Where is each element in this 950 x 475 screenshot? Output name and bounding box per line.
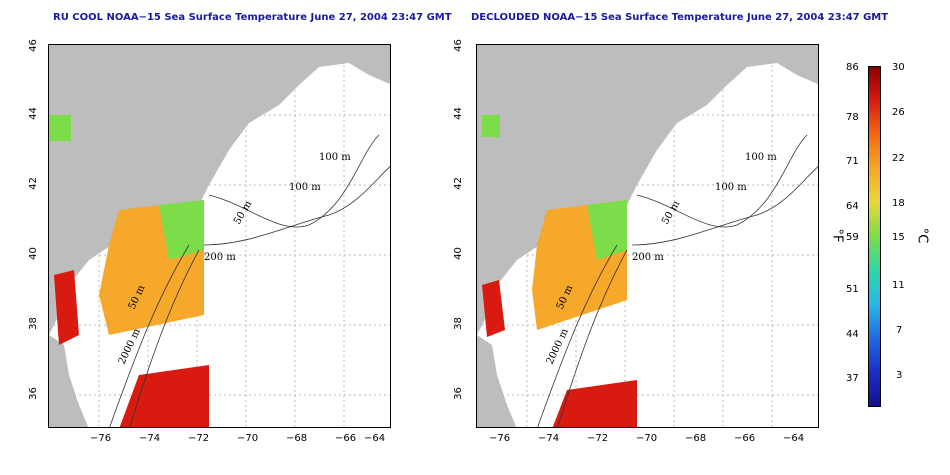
sst-green-patch — [49, 115, 71, 141]
y-tick: 44 — [452, 107, 464, 120]
x-tick: −72 — [188, 433, 210, 444]
y-tick: 42 — [27, 177, 39, 190]
contour-label: 100 m — [289, 182, 321, 193]
celsius-tick: 7 — [896, 325, 903, 336]
celsius-tick: 11 — [892, 280, 905, 291]
y-tick: 40 — [27, 247, 39, 260]
x-tick: −72 — [587, 433, 609, 444]
celsius-tick: 3 — [896, 370, 903, 381]
fahrenheit-tick: 71 — [846, 156, 859, 167]
contour-label: 2000 m — [117, 327, 143, 367]
sst-map-rucool: 100 m 100 m 50 m 200 m 50 m 2000 m — [48, 44, 391, 428]
celsius-tick: 15 — [892, 232, 905, 243]
x-tick: −74 — [139, 433, 161, 444]
celsius-tick: 18 — [892, 198, 905, 209]
x-tick: −66 — [335, 433, 357, 444]
land-mass — [477, 45, 818, 335]
temperature-colorbar — [868, 66, 881, 407]
fahrenheit-tick: 51 — [846, 284, 859, 295]
sst-field-coast — [482, 280, 505, 337]
sst-field-hot — [552, 380, 637, 427]
x-tick: −66 — [734, 433, 756, 444]
y-tick: 36 — [27, 387, 39, 400]
map-canvas-declouded: 100 m 100 m 50 m 200 m 50 m 2000 m — [477, 45, 818, 427]
x-tick: −76 — [489, 433, 511, 444]
sst-field-hot — [119, 365, 209, 427]
x-tick: −76 — [90, 433, 112, 444]
x-tick: −68 — [685, 433, 707, 444]
contour-label: 50 m — [660, 199, 682, 227]
y-tick: 44 — [27, 107, 39, 120]
fahrenheit-unit-label: °F — [829, 228, 845, 243]
y-tick: 42 — [452, 177, 464, 190]
y-tick: 38 — [452, 317, 464, 330]
x-tick: −70 — [636, 433, 658, 444]
x-tick: −68 — [286, 433, 308, 444]
contour-label: 100 m — [745, 152, 777, 163]
contour-label: 200 m — [204, 252, 236, 263]
y-tick: 38 — [27, 317, 39, 330]
celsius-tick: 22 — [892, 153, 905, 164]
map-canvas-rucool: 100 m 100 m 50 m 200 m 50 m 2000 m — [49, 45, 390, 427]
fahrenheit-tick: 44 — [846, 329, 859, 340]
contour-label: 100 m — [715, 182, 747, 193]
y-tick: 46 — [27, 39, 39, 52]
contour-label: 50 m — [232, 199, 254, 227]
land-mass-south — [477, 335, 517, 427]
panel-title-declouded: DECLOUDED NOAA−15 Sea Surface Temperatur… — [471, 12, 889, 23]
celsius-tick: 26 — [892, 107, 905, 118]
sst-green-patch — [482, 115, 500, 137]
fahrenheit-tick: 37 — [846, 373, 859, 384]
contour-label: 100 m — [319, 152, 351, 163]
y-tick: 46 — [452, 39, 464, 52]
y-tick: 40 — [452, 247, 464, 260]
fahrenheit-tick: 59 — [846, 232, 859, 243]
panel-title-rucool: RU COOL NOAA−15 Sea Surface Temperature … — [53, 12, 452, 23]
fahrenheit-tick: 86 — [846, 62, 859, 73]
x-tick: −70 — [237, 433, 259, 444]
contour-label: 2000 m — [545, 327, 571, 367]
sst-field-coast — [54, 270, 79, 345]
contour-label: 200 m — [632, 252, 664, 263]
x-tick: −64 — [783, 433, 805, 444]
celsius-tick: 30 — [892, 62, 905, 73]
y-tick: 36 — [452, 387, 464, 400]
x-tick: −74 — [538, 433, 560, 444]
land-mass-south — [49, 335, 89, 427]
x-tick: −64 — [364, 433, 386, 444]
land-mass — [49, 45, 390, 335]
fahrenheit-tick: 64 — [846, 201, 859, 212]
sst-field-cool — [159, 200, 204, 260]
sst-map-declouded: 100 m 100 m 50 m 200 m 50 m 2000 m — [476, 44, 819, 428]
celsius-unit-label: °C — [914, 227, 930, 244]
fahrenheit-tick: 78 — [846, 112, 859, 123]
